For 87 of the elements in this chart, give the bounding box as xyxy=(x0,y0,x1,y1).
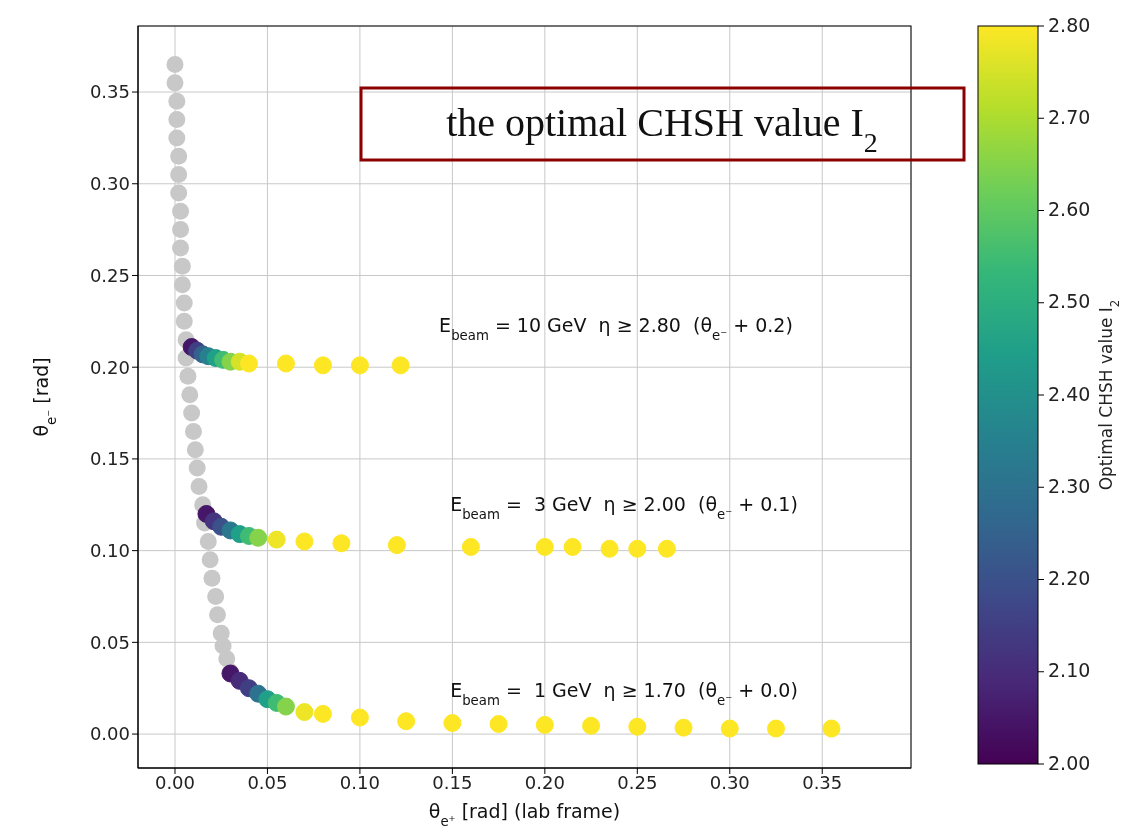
point xyxy=(276,697,295,716)
point xyxy=(201,551,219,569)
color-bar-label: 2.10 xyxy=(1048,659,1091,682)
point xyxy=(172,239,190,257)
point xyxy=(207,587,225,605)
x-tick-label: 0.10 xyxy=(339,771,380,793)
color-bar-label: 2.80 xyxy=(1048,13,1091,36)
point xyxy=(387,536,406,555)
point xyxy=(628,717,647,736)
point xyxy=(767,719,785,738)
point xyxy=(173,257,191,275)
point xyxy=(720,719,739,738)
point xyxy=(313,356,332,375)
point xyxy=(199,532,217,550)
point xyxy=(397,712,416,731)
point xyxy=(276,354,295,373)
point xyxy=(582,716,601,735)
point xyxy=(170,147,188,165)
y-tick-label: 0.30 xyxy=(89,173,130,195)
point xyxy=(209,606,227,624)
x-tick-label: 0.20 xyxy=(524,771,565,793)
point xyxy=(461,537,480,556)
y-tick-label: 0.05 xyxy=(89,631,130,653)
point xyxy=(175,312,193,330)
color-bar-label: 2.20 xyxy=(1048,567,1091,589)
color-bar-label: 2.70 xyxy=(1048,105,1091,128)
point xyxy=(203,569,221,587)
point xyxy=(190,477,208,495)
point xyxy=(535,537,554,556)
point xyxy=(188,459,206,477)
point xyxy=(443,714,462,733)
annotation: E$_{beam}$ = 1 GeV η ≥ 1.70 (θ$_{e⁻}$ + 0.0) xyxy=(450,679,798,708)
x-tick-label: 0.15 xyxy=(432,771,473,793)
point xyxy=(313,704,332,723)
annotation: E$_{beam}$ = 10 GeV η ≥ 2.80 (θ$_{e⁻}$ + 0.2) xyxy=(439,314,793,343)
point xyxy=(600,539,619,558)
point xyxy=(183,404,201,422)
point xyxy=(350,708,369,727)
point xyxy=(657,539,676,558)
x-tick-label: 0.25 xyxy=(617,771,658,793)
point xyxy=(181,386,199,404)
point xyxy=(168,92,186,110)
point xyxy=(173,276,191,294)
point xyxy=(267,530,286,549)
x-axis-title: θ$_{e⁺}$ [rad] (lab frame) xyxy=(428,800,621,829)
y-tick-label: 0.20 xyxy=(89,356,130,378)
x-tick-label: 0.00 xyxy=(154,771,196,793)
color-bar-label: 2.40 xyxy=(1048,382,1091,405)
point xyxy=(563,537,582,556)
color-bar-label: 2.50 xyxy=(1048,290,1091,313)
x-tick-label: 0.05 xyxy=(247,771,288,793)
point xyxy=(332,534,351,553)
color-bar-label: 2.00 xyxy=(1048,751,1091,774)
point xyxy=(674,718,693,737)
text: the optimal CHSH value I$_{2}$ xyxy=(446,100,878,158)
point xyxy=(166,56,184,74)
point xyxy=(350,356,369,375)
point xyxy=(249,528,268,547)
point xyxy=(535,715,554,734)
point xyxy=(295,703,314,722)
color-bar-label: 2.30 xyxy=(1048,474,1091,497)
x-tick-label: 0.30 xyxy=(709,771,750,793)
point xyxy=(391,356,410,375)
y-tick-label: 0.35 xyxy=(89,81,130,103)
y-tick-label: 0.10 xyxy=(89,540,130,562)
color-bar-label: 2.60 xyxy=(1048,198,1091,220)
point xyxy=(172,202,190,220)
point xyxy=(179,367,197,385)
point xyxy=(170,184,188,202)
point xyxy=(168,111,186,129)
point xyxy=(822,719,841,738)
point xyxy=(186,441,204,459)
point xyxy=(166,74,184,92)
point xyxy=(239,354,258,373)
point xyxy=(170,166,188,184)
x-tick-label: 0.35 xyxy=(802,771,843,793)
annotation: E$_{beam}$ = 3 GeV η ≥ 2.00 (θ$_{e⁻}$ + 0.1) xyxy=(450,493,798,522)
y-tick-label: 0.00 xyxy=(89,723,130,745)
y-tick-label: 0.15 xyxy=(89,448,130,470)
point xyxy=(168,129,186,147)
point xyxy=(184,422,202,440)
point xyxy=(628,539,647,558)
point xyxy=(175,294,193,312)
point xyxy=(172,221,190,239)
point xyxy=(295,532,314,551)
y-tick-label: 0.25 xyxy=(89,264,130,286)
point xyxy=(489,714,508,733)
